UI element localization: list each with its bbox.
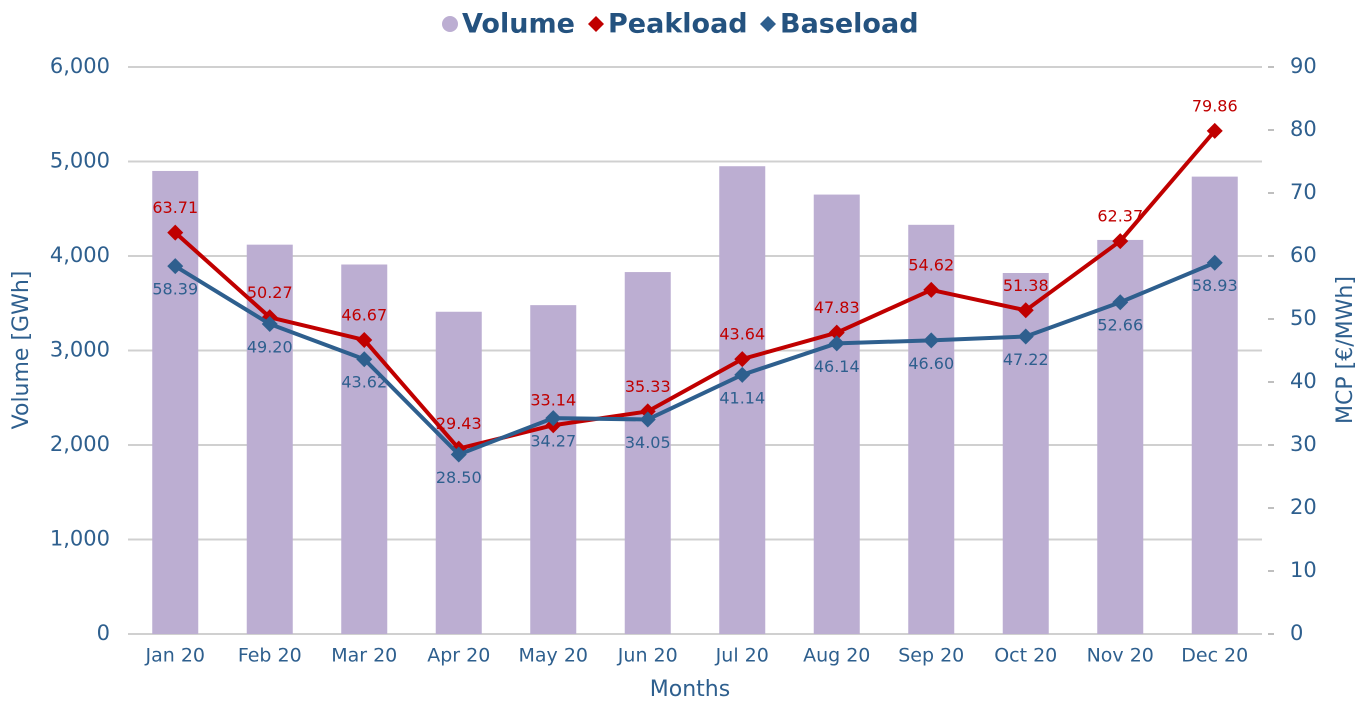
data-label: 79.86 <box>1192 96 1238 115</box>
marker <box>828 335 845 352</box>
data-label: 50.27 <box>247 283 293 302</box>
marker <box>356 331 373 348</box>
x-axis-label: Months <box>650 677 730 702</box>
y2-tick-label: 30 <box>1290 432 1317 456</box>
y-axis-label: Volume [GWh] <box>9 271 34 430</box>
x-tick-label: Jan 20 <box>144 645 205 667</box>
marker <box>261 316 278 333</box>
marker <box>639 411 656 428</box>
marker <box>1112 294 1129 311</box>
y2-tick-label: 80 <box>1290 117 1317 141</box>
marker <box>734 366 751 383</box>
y2-tick-label: 60 <box>1290 243 1317 267</box>
x-tick-label: Sep 20 <box>898 645 964 667</box>
marker <box>450 446 467 463</box>
bar <box>1191 176 1238 634</box>
legend-marker <box>442 16 458 32</box>
x-tick-label: Mar 20 <box>331 645 397 667</box>
data-label: 51.38 <box>1003 276 1049 295</box>
marker <box>923 281 940 298</box>
x-tick-label: Jul 20 <box>715 645 769 667</box>
data-label: 35.33 <box>625 377 671 396</box>
marker <box>1206 122 1223 139</box>
line <box>173 129 1217 451</box>
y-tick-label: 5,000 <box>50 149 110 173</box>
line <box>174 260 1216 457</box>
data-label: 28.50 <box>436 468 482 487</box>
bar <box>624 272 671 634</box>
legend-marker <box>760 16 776 32</box>
marker <box>167 224 184 241</box>
bar <box>719 166 766 634</box>
data-label: 43.62 <box>341 373 387 392</box>
marker <box>1206 254 1223 271</box>
y2-tick-label: 20 <box>1290 495 1317 519</box>
y2-axis-label: MCP [€/MWh] <box>1333 276 1358 424</box>
marker <box>734 351 751 368</box>
data-label: 54.62 <box>908 255 954 274</box>
data-label: 41.14 <box>719 388 765 407</box>
y2-tick-label: 40 <box>1290 369 1317 393</box>
bar <box>530 305 577 634</box>
data-label: 47.83 <box>814 298 860 317</box>
data-label: 46.67 <box>341 305 387 324</box>
marker <box>923 332 940 349</box>
y2-tick-label: 70 <box>1290 180 1317 204</box>
legend-marker <box>588 16 604 32</box>
marker <box>356 351 373 368</box>
marker <box>1017 328 1034 345</box>
x-tick-label: Aug 20 <box>803 645 870 667</box>
marker <box>1112 233 1129 250</box>
marker <box>1017 302 1034 319</box>
legend-label: Peakload <box>608 9 748 40</box>
legend-label: Baseload <box>780 9 919 40</box>
y-tick-label: 4,000 <box>50 243 110 267</box>
data-label: 46.60 <box>908 354 954 373</box>
data-label: 34.27 <box>530 432 576 451</box>
marker <box>828 324 845 341</box>
data-label: 52.66 <box>1097 316 1143 335</box>
data-label: 29.43 <box>436 414 482 433</box>
legend-label: Volume <box>462 9 575 40</box>
data-label: 58.39 <box>152 280 198 299</box>
y-tick-label: 0 <box>97 621 110 645</box>
marker <box>167 258 184 275</box>
y-tick-label: 1,000 <box>50 527 110 551</box>
marker <box>545 410 562 427</box>
x-tick-label: Oct 20 <box>994 645 1057 667</box>
data-label: 58.93 <box>1192 276 1238 295</box>
data-label: 62.37 <box>1097 207 1143 226</box>
data-label: 47.22 <box>1003 350 1049 369</box>
y-tick-label: 6,000 <box>50 54 110 78</box>
data-label: 34.05 <box>625 433 671 452</box>
data-label: 63.71 <box>152 198 198 217</box>
bar <box>1002 273 1049 634</box>
y-tick-label: 2,000 <box>50 432 110 456</box>
x-tick-label: Apr 20 <box>427 645 490 667</box>
data-label: 46.14 <box>814 357 860 376</box>
y2-tick-label: 10 <box>1290 558 1317 582</box>
y-tick-label: 3,000 <box>50 338 110 362</box>
data-label: 49.20 <box>247 338 293 357</box>
x-tick-label: Jun 20 <box>617 645 678 667</box>
x-tick-label: May 20 <box>519 645 589 667</box>
x-tick-label: Nov 20 <box>1087 645 1154 667</box>
data-label: 43.64 <box>719 325 765 344</box>
y2-tick-label: 90 <box>1290 54 1317 78</box>
bar <box>813 194 860 634</box>
y2-tick-label: 0 <box>1290 621 1303 645</box>
x-tick-label: Dec 20 <box>1181 645 1248 667</box>
bar <box>435 311 482 634</box>
bar <box>341 264 388 634</box>
x-tick-label: Feb 20 <box>238 645 302 667</box>
data-label: 33.14 <box>530 391 576 410</box>
y2-tick-label: 50 <box>1290 306 1317 330</box>
